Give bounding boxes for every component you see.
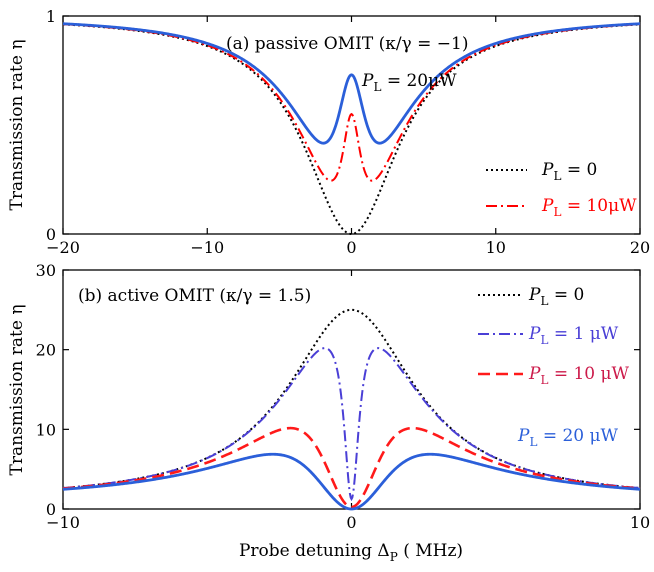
- panel-a-annotation-sub: L: [373, 80, 381, 94]
- panel-b-legend-rest-2: = 10 μW: [548, 364, 629, 384]
- panel-b-legend-rest-3: = 20 μW: [537, 426, 618, 446]
- panel-b-ytick-label-2: 20: [36, 341, 56, 360]
- panel-b-xlabel-unit: ( MHz): [398, 541, 463, 561]
- panel-b-legend-sub-3: L: [529, 435, 537, 449]
- panel-b-title: (b) active OMIT (κ/γ = 1.5): [78, 286, 311, 306]
- panel-a: −20 −10 0 10 20 0 1 (a) passive OMIT (κ/γ = −1…: [7, 7, 650, 257]
- panel-a-xtick-label-3: 10: [486, 238, 506, 257]
- panel-a-series-2: [62, 22, 641, 145]
- panel-b-ytick-label-0: 0: [46, 500, 56, 519]
- panel-b-xlabel-main: Probe detuning Δ: [239, 541, 390, 561]
- panel-a-ylabel: Transmission rate η: [7, 39, 27, 210]
- panel-b-legend-sym-2: P: [528, 364, 541, 384]
- panel-a-ytick-label-1: 1: [46, 7, 56, 26]
- panel-b-legend: PL = 0 PL = 1 μW PL = 10 μW PL = 20 μW: [478, 285, 630, 449]
- panel-a-legend-sym-0: P: [541, 160, 554, 180]
- panel-a-legend: PL = 0 PL = 10μW: [486, 160, 637, 219]
- panel-b-series-1: [62, 347, 641, 502]
- panel-b-legend-sym-1: P: [528, 324, 541, 344]
- panel-b-legend-label-1: PL = 1 μW: [528, 324, 619, 347]
- panel-b-xtick-label-1: 0: [346, 513, 356, 532]
- panel-a-series-0: [62, 23, 641, 236]
- panel-b-legend-sym-3: P: [517, 426, 530, 446]
- panel-a-legend-label-0: PL = 0: [541, 160, 597, 183]
- panel-a-legend-rest-0: = 0: [561, 160, 597, 180]
- panel-a-legend-sub-1: L: [553, 205, 561, 219]
- panel-b-ytick-label-1: 10: [36, 420, 56, 439]
- panel-a-xtick-label-2: 0: [346, 238, 356, 257]
- panel-b-series: [62, 308, 641, 511]
- panel-b-xtick-label-2: 10: [630, 513, 650, 532]
- panel-b-series-3: [62, 452, 641, 511]
- panel-b-legend-sub-0: L: [540, 294, 548, 308]
- panel-a-annotation: PL = 20μW: [361, 71, 457, 94]
- panel-b-series-2: [62, 426, 641, 509]
- panel-b-legend-sub-1: L: [540, 333, 548, 347]
- panel-b-xlabel: Probe detuning ΔP ( MHz): [239, 541, 463, 564]
- panel-a-annotation-rest: = 20μW: [381, 71, 457, 91]
- panel-b-xlabel-sub: P: [390, 550, 398, 564]
- panel-a-xtick-label-0: −20: [46, 238, 80, 257]
- panel-a-xtick-label-1: −10: [190, 238, 224, 257]
- panel-b-series-0: [62, 308, 641, 490]
- panel-a-ytick-label-0: 0: [46, 225, 56, 244]
- panel-b-legend-sym-0: P: [528, 285, 541, 305]
- panel-b-legend-rest-0: = 0: [548, 285, 584, 305]
- panel-b-ylabel: Transmission rate η: [7, 304, 27, 475]
- panel-b-legend-label-3: PL = 20 μW: [517, 426, 619, 449]
- panel-a-annotation-symbol: P: [361, 71, 374, 91]
- panel-a-legend-sub-0: L: [553, 169, 561, 183]
- panel-a-title: (a) passive OMIT (κ/γ = −1): [226, 34, 468, 54]
- panel-a-legend-label-1: PL = 10μW: [541, 196, 637, 219]
- panel-b-legend-sub-2: L: [540, 373, 548, 387]
- panel-a-xtick-label-4: 20: [630, 238, 650, 257]
- panel-a-legend-sym-1: P: [541, 196, 554, 216]
- panel-b-xtick-label-0: −10: [46, 513, 80, 532]
- panel-a-series: [62, 22, 641, 236]
- panel-b-legend-rest-1: = 1 μW: [548, 324, 618, 344]
- panel-b-legend-label-2: PL = 10 μW: [528, 364, 630, 387]
- panel-b-legend-label-0: PL = 0: [528, 285, 584, 308]
- panel-a-legend-rest-1: = 10μW: [561, 196, 637, 216]
- panel-a-ticks: −20 −10 0 10 20 0 1: [46, 7, 650, 257]
- panel-b-ytick-label-3: 30: [36, 261, 56, 280]
